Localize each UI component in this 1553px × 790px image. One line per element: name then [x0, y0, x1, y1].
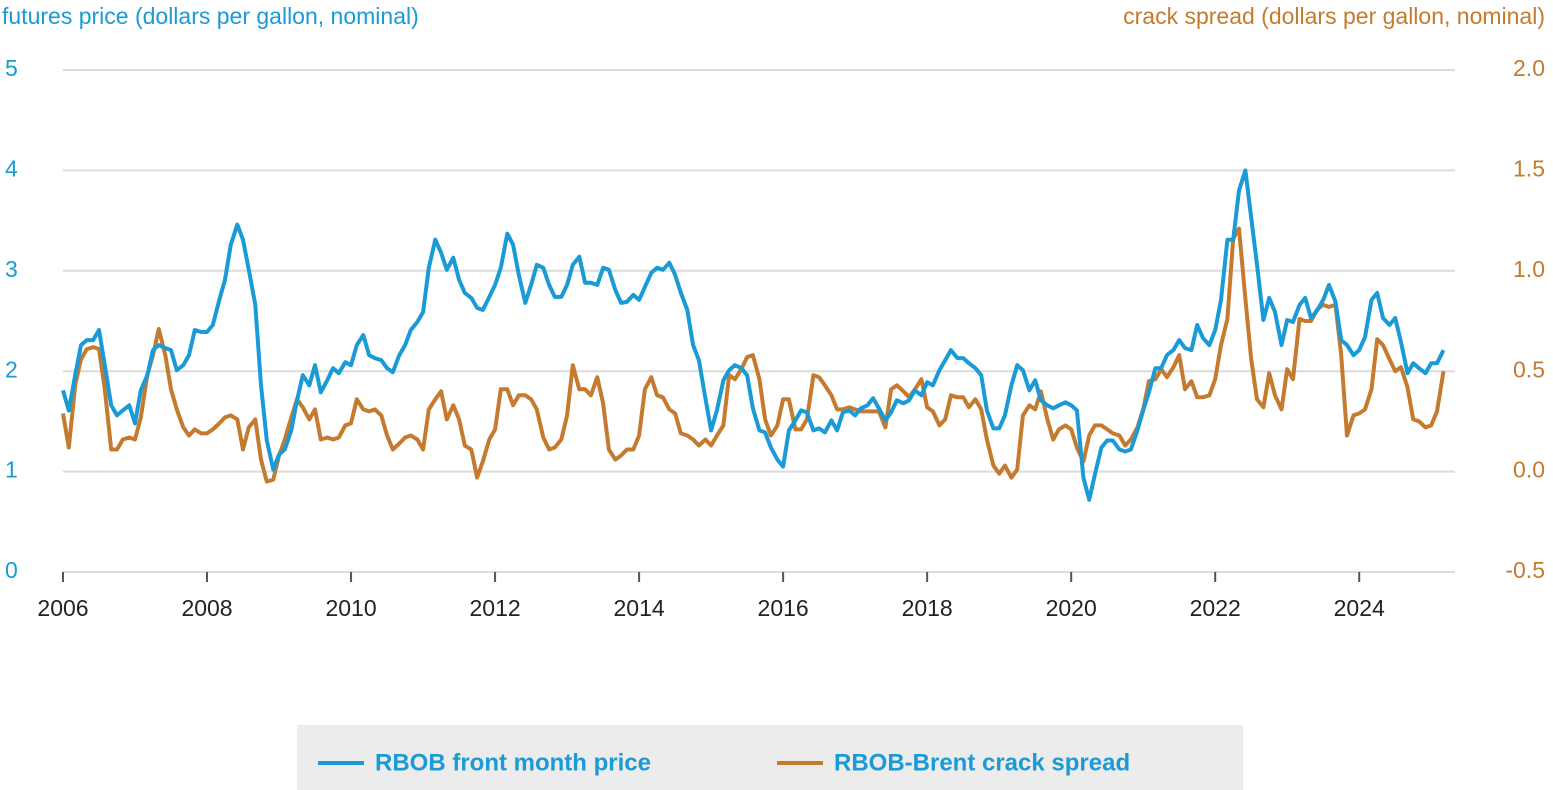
- legend-box: [297, 725, 1243, 790]
- y-tick-label: 3: [5, 256, 18, 282]
- x-tick-label: 2020: [1046, 595, 1097, 621]
- y-tick-label: 0: [5, 557, 18, 583]
- x-tick-label: 2016: [758, 595, 809, 621]
- x-tick-label: 2022: [1190, 595, 1241, 621]
- y2-tick-label: 1.0: [1513, 256, 1545, 282]
- x-tick-label: 2012: [469, 595, 520, 621]
- y2-axis-title: crack spread (dollars per gallon, nomina…: [1123, 3, 1545, 29]
- x-tick-label: 2018: [902, 595, 953, 621]
- y-tick-label: 2: [5, 356, 18, 382]
- x-tick-label: 2024: [1334, 595, 1385, 621]
- legend-label: RBOB front month price: [375, 749, 651, 776]
- series-line: [61, 168, 1446, 502]
- y2-tick-label: 0.0: [1513, 457, 1545, 483]
- y2-tick-label: 1.5: [1513, 155, 1545, 181]
- x-tick-label: 2008: [181, 595, 232, 621]
- legend-label: RBOB-Brent crack spread: [834, 749, 1130, 776]
- y-tick-label: 5: [5, 55, 18, 81]
- series-line: [61, 226, 1446, 484]
- x-tick-label: 2010: [325, 595, 376, 621]
- y-axis-title: futures price (dollars per gallon, nomin…: [2, 3, 419, 29]
- y-tick-label: 1: [5, 457, 18, 483]
- y2-tick-label: 2.0: [1513, 55, 1545, 81]
- y2-tick-label: 0.5: [1513, 356, 1545, 382]
- x-tick-label: 2014: [614, 595, 665, 621]
- y2-tick-label: -0.5: [1505, 557, 1545, 583]
- x-tick-label: 2006: [37, 595, 88, 621]
- y-tick-label: 4: [5, 155, 18, 181]
